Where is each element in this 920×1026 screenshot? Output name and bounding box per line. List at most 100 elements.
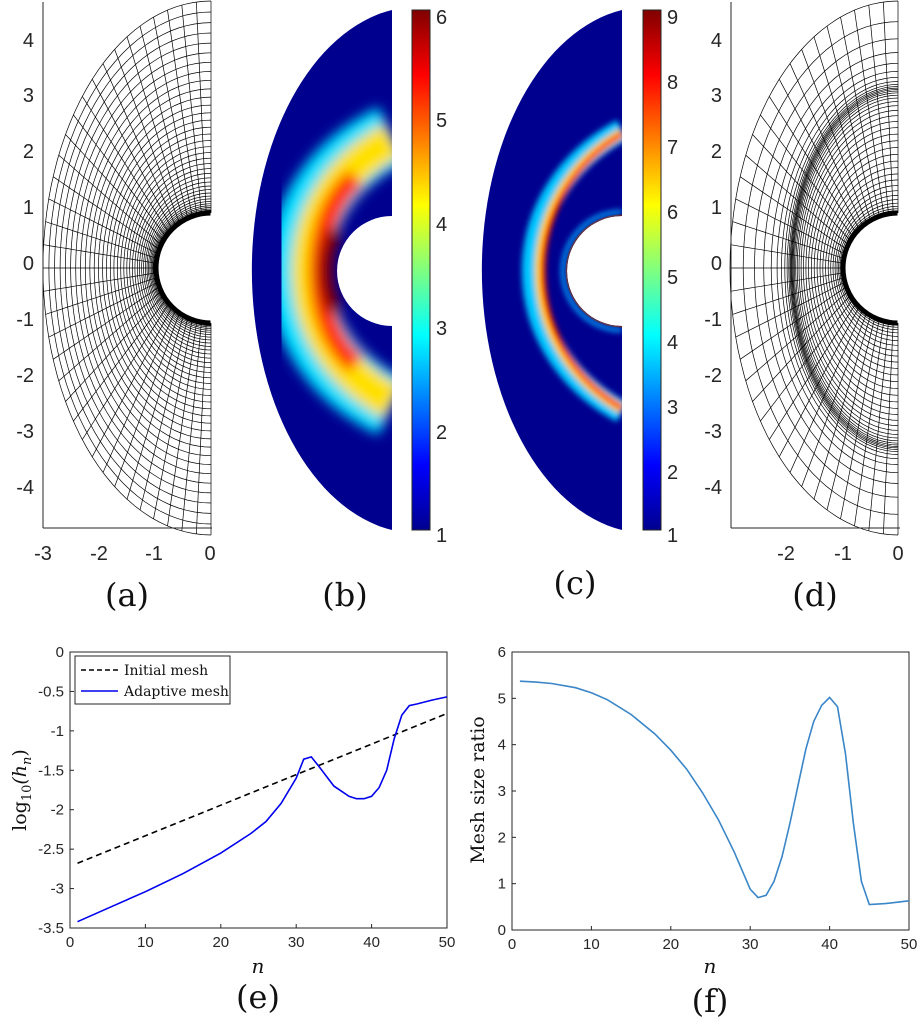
xlabel-f: n bbox=[704, 954, 717, 978]
ytick-a-3: 3 bbox=[23, 85, 34, 107]
mesh-d-spoke bbox=[801, 312, 867, 487]
ylabel-e-argsub: n bbox=[20, 757, 35, 765]
ytick-a-1: 1 bbox=[23, 197, 34, 219]
ytick-d-1: 1 bbox=[711, 197, 722, 219]
ytick-a-m3: -3 bbox=[16, 421, 34, 443]
chart-e-xtick-label: 50 bbox=[439, 934, 456, 951]
ylabel-e-log: log bbox=[9, 801, 31, 831]
mesh-a-spoke bbox=[52, 176, 160, 250]
mesh-d-spoke bbox=[854, 321, 885, 526]
chart-e-xtick-label: 30 bbox=[288, 934, 305, 951]
cbar-b-3: 3 bbox=[436, 318, 447, 340]
mesh-d-spoke bbox=[789, 63, 863, 227]
xtick-a-m2: -2 bbox=[90, 543, 108, 565]
mesh-a-ring bbox=[155, 212, 212, 324]
mesh-d-spoke bbox=[732, 221, 844, 259]
mesh-d-spoke bbox=[760, 114, 854, 237]
field-c bbox=[481, 10, 622, 530]
colorbar-c bbox=[642, 9, 662, 531]
ytick-a-0: 0 bbox=[23, 253, 34, 275]
mesh-d-spoke bbox=[730, 244, 844, 264]
legend-adaptive-mesh: Adaptive mesh bbox=[123, 684, 229, 700]
mesh-d-spoke bbox=[752, 134, 851, 241]
mesh-a-spoke bbox=[196, 1, 207, 214]
mesh-a-ring bbox=[154, 209, 212, 327]
mesh-d-ring bbox=[841, 211, 899, 325]
chart-e-ytick-label: -1 bbox=[51, 723, 64, 740]
lines-f bbox=[519, 680, 910, 906]
mesh-d-spoke bbox=[883, 322, 894, 535]
mesh-a-spoke bbox=[196, 322, 207, 535]
panel-b: 6 5 4 3 2 1 (b) bbox=[251, 7, 447, 614]
chart-e-ytick-label: -3.5 bbox=[38, 920, 64, 937]
cbar-c-7: 7 bbox=[667, 137, 678, 159]
chart-f-ytick-label: 2 bbox=[498, 829, 506, 846]
chart-f-ytick-label: 1 bbox=[498, 876, 506, 893]
ytick-d-2: 2 bbox=[711, 141, 722, 163]
mesh-d-spoke bbox=[854, 10, 885, 215]
legend-initial-mesh: Initial mesh bbox=[124, 663, 208, 679]
ytick-d-0: 0 bbox=[711, 253, 722, 275]
mesh-d-spoke bbox=[732, 277, 844, 315]
chart-e-ytick-label: -0.5 bbox=[38, 683, 64, 700]
mesh-a-spoke bbox=[126, 315, 184, 500]
mesh-a-spoke bbox=[43, 244, 157, 264]
ytick-d-4: 4 bbox=[711, 30, 722, 52]
panel-e: 0 10 20 30 40 50 0 -0.5 -1 -1.5 -2 -2.5 -3 -3.5 Initi… bbox=[9, 644, 455, 1016]
chart-e-series-initial-mesh bbox=[77, 712, 448, 865]
lines-e bbox=[77, 696, 448, 923]
chart-f-series-ratio bbox=[519, 680, 910, 906]
chart-e-xtick-label: 0 bbox=[66, 934, 74, 951]
mesh-d-spoke bbox=[883, 1, 894, 214]
yticks-d: 4 3 2 1 0 -1 -2 -3 -4 bbox=[704, 30, 722, 499]
xtick-d-m2: -2 bbox=[777, 543, 795, 565]
chart-f-ytick-label: 5 bbox=[498, 690, 506, 707]
chart-e-series-adaptive-mesh bbox=[77, 696, 448, 923]
chart-f-xtick-label: 0 bbox=[508, 936, 516, 953]
colorbar-ticks-b: 6 5 4 3 2 1 bbox=[436, 7, 447, 547]
xtick-a-0: 0 bbox=[204, 543, 215, 565]
mesh-a-spoke bbox=[73, 299, 167, 422]
xtick-d-0: 0 bbox=[892, 543, 903, 565]
mesh-a-spoke bbox=[65, 295, 164, 402]
xtick-a-m3: -3 bbox=[34, 543, 52, 565]
chart-e-xtick-label: 10 bbox=[137, 934, 154, 951]
mesh-d-spoke bbox=[769, 96, 857, 233]
cbar-b-2: 2 bbox=[436, 422, 447, 444]
cbar-b-1: 1 bbox=[436, 525, 447, 547]
ytick-a-2: 2 bbox=[23, 141, 34, 163]
ticks-e: 0 10 20 30 40 50 0 -0.5 -1 -1.5 -2 -2.5 -3 -3.5 bbox=[38, 644, 455, 951]
mesh-d-spoke bbox=[813, 36, 871, 221]
mesh-a-spoke bbox=[58, 154, 162, 246]
chart-e-ytick-label: -2 bbox=[51, 802, 64, 819]
mesh-a-spoke bbox=[153, 319, 193, 519]
xticks-d: -2 -1 0 bbox=[777, 543, 903, 565]
mesh-d-ring bbox=[842, 212, 898, 324]
mesh-a-spoke bbox=[102, 63, 176, 227]
chart-f-xtick-label: 40 bbox=[821, 936, 838, 953]
mesh-a-spoke bbox=[82, 303, 170, 440]
xticks-a: -3 -2 -1 0 bbox=[34, 543, 215, 565]
mesh-a-ring bbox=[151, 205, 212, 331]
chart-f-ytick-label: 4 bbox=[498, 737, 506, 754]
mesh-d-spoke bbox=[868, 5, 889, 214]
mesh-a-spoke bbox=[48, 281, 159, 338]
chart-e-xtick-label: 40 bbox=[363, 934, 380, 951]
mesh-d-spoke bbox=[769, 303, 857, 440]
mesh-a-spoke bbox=[45, 277, 157, 315]
cbar-c-3: 3 bbox=[667, 397, 678, 419]
panel-label-d: (d) bbox=[792, 576, 837, 614]
mesh-d-spoke bbox=[840, 17, 880, 217]
chart-e-ytick-label: -3 bbox=[51, 881, 64, 898]
xtick-a-m1: -1 bbox=[145, 543, 163, 565]
chart-f-ytick-label: 0 bbox=[498, 922, 506, 939]
mesh-a-spoke bbox=[126, 36, 184, 221]
cbar-c-4: 4 bbox=[667, 332, 678, 354]
mesh-a-spoke bbox=[91, 79, 173, 230]
legend-box-e bbox=[74, 655, 231, 705]
mesh-a-spoke bbox=[139, 25, 189, 219]
mesh-d-spoke bbox=[801, 49, 867, 224]
mesh-d-spoke bbox=[778, 306, 860, 457]
